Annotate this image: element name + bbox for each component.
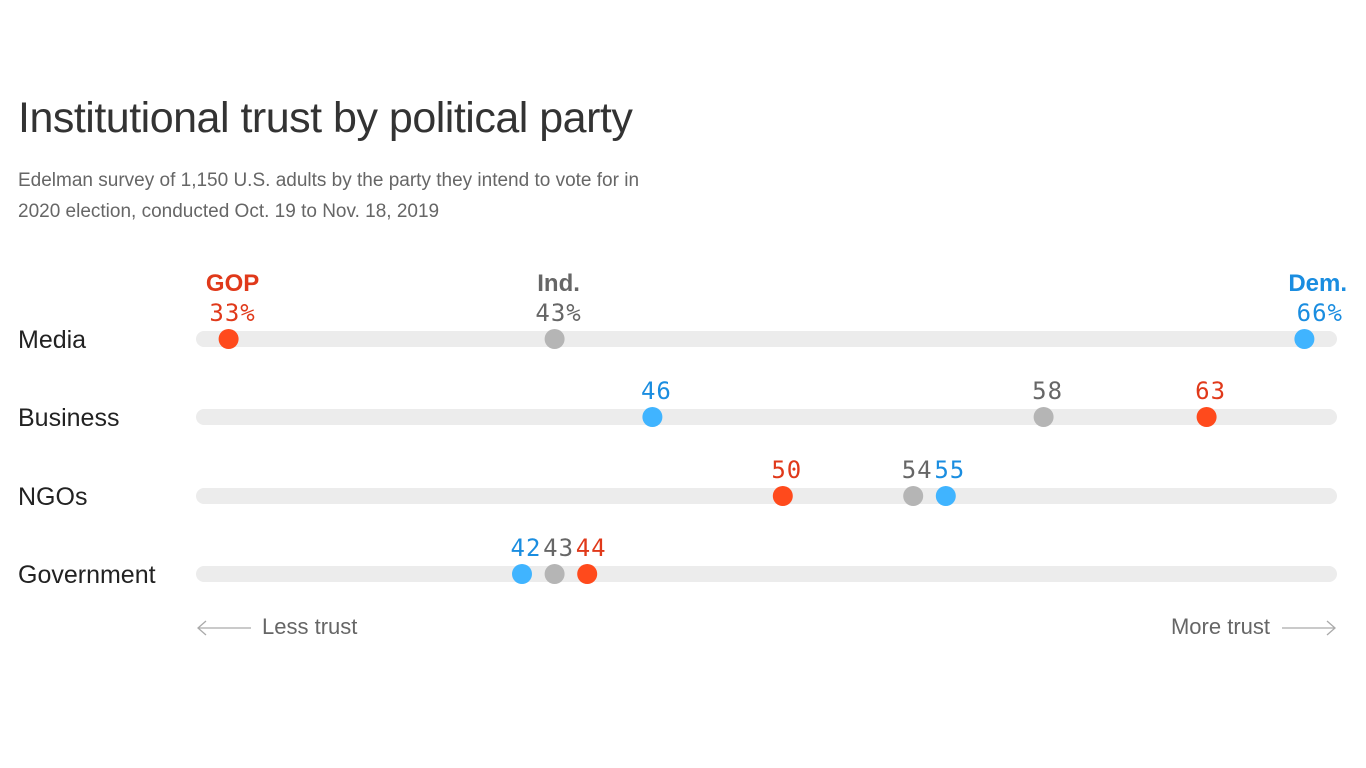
axis-label-left: Less trust xyxy=(262,614,357,639)
chart-title: Institutional trust by political party xyxy=(18,94,633,142)
data-label-gop: 50 xyxy=(771,456,802,484)
axis-label-right: More trust xyxy=(1171,614,1270,639)
track xyxy=(196,488,1337,504)
data-label-ind: 43 xyxy=(543,534,574,562)
data-label-dem: 46 xyxy=(641,377,672,405)
legend-dem: Dem. xyxy=(1288,270,1347,297)
track xyxy=(196,566,1337,582)
data-label-dem: 55 xyxy=(934,456,965,484)
dot-gop xyxy=(577,564,598,584)
dot-ind xyxy=(903,486,924,506)
arrow-left-icon xyxy=(197,620,207,636)
data-label-dem: 66% xyxy=(1297,299,1343,327)
dot-dem xyxy=(642,407,663,427)
dot-gop xyxy=(772,486,793,506)
data-label-dem: 42 xyxy=(511,534,542,562)
category-label: Media xyxy=(18,326,86,354)
dot-gop xyxy=(218,329,239,349)
dot-dem xyxy=(935,486,956,506)
data-label-gop: 44 xyxy=(576,534,607,562)
data-label-ind: 43% xyxy=(535,299,581,327)
dot-ind xyxy=(544,564,565,584)
track xyxy=(196,409,1337,425)
category-label: Government xyxy=(18,561,156,589)
dot-gop xyxy=(1196,407,1217,427)
track xyxy=(196,331,1337,347)
legend-ind: Ind. xyxy=(537,270,580,297)
data-label-ind: 54 xyxy=(902,456,933,484)
data-label-gop: 33% xyxy=(209,299,255,327)
dot-dem xyxy=(512,564,532,584)
legend-gop: GOP xyxy=(206,270,259,297)
arrow-right-icon xyxy=(1326,620,1336,636)
chart-subtitle: Edelman survey of 1,150 U.S. adults by t… xyxy=(18,170,640,222)
category-label: Business xyxy=(18,404,119,432)
dot-dem xyxy=(1294,329,1315,349)
dot-ind xyxy=(1033,407,1054,427)
data-label-gop: 63 xyxy=(1195,377,1226,405)
data-label-ind: 58 xyxy=(1032,377,1063,405)
dot-ind xyxy=(544,329,565,349)
category-label: NGOs xyxy=(18,483,87,511)
